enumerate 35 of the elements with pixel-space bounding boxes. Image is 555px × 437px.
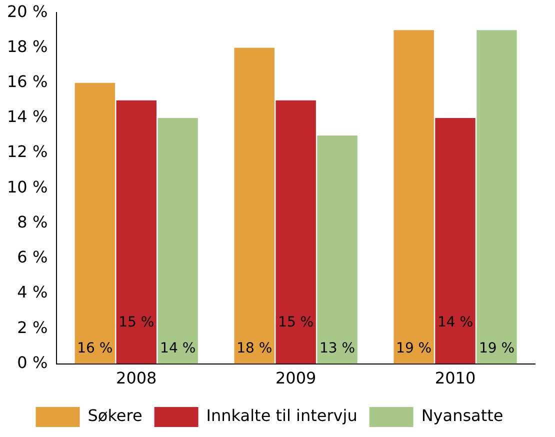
data-label: 15 % — [278, 314, 314, 330]
y-tick-label: 18 % — [6, 36, 48, 56]
bar — [116, 100, 156, 364]
y-tick-label: 6 % — [17, 248, 48, 267]
legend-label: Nyansatte — [421, 406, 504, 426]
bar — [74, 82, 116, 364]
data-label: 14 % — [437, 314, 474, 330]
y-tick-label: 8 % — [17, 212, 48, 232]
bar — [435, 118, 476, 364]
bar — [317, 136, 358, 364]
data-label: 13 % — [319, 340, 356, 356]
bar — [234, 48, 274, 364]
data-label: 19 % — [396, 340, 432, 356]
x-tick-label: 2008 — [116, 368, 157, 388]
bar — [158, 118, 198, 364]
bar — [276, 100, 316, 364]
legend-label: Innkalte til intervju — [206, 406, 358, 426]
y-tick-label: 12 % — [6, 142, 48, 162]
y-tick-label: 4 % — [17, 282, 48, 302]
y-tick-label: 10 % — [6, 177, 48, 196]
x-tick-label: 2010 — [434, 368, 476, 388]
y-tick-label: 20 % — [6, 2, 48, 21]
y-tick-label: 16 % — [6, 72, 48, 91]
data-label: 14 % — [160, 340, 196, 356]
data-label: 18 % — [236, 340, 272, 356]
legend-label: Søkere — [88, 406, 142, 426]
bar — [394, 30, 434, 364]
y-tick-label: 0 % — [17, 352, 48, 372]
data-label: 19 % — [478, 340, 515, 356]
bar — [476, 30, 517, 364]
data-label: 16 % — [77, 340, 113, 356]
x-tick-label: 2009 — [275, 368, 316, 388]
y-tick-label: 2 % — [17, 318, 48, 337]
y-tick-label: 14 % — [6, 107, 48, 126]
data-label: 15 % — [118, 314, 154, 330]
